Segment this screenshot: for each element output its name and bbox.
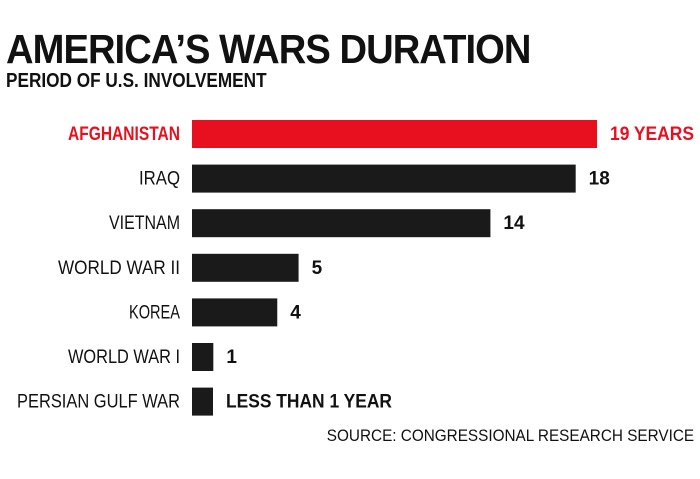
bar-iraq bbox=[192, 164, 576, 193]
bar-world-war-i bbox=[192, 343, 214, 371]
bar-korea bbox=[192, 298, 278, 327]
category-label-vietnam: VIETNAM bbox=[109, 213, 180, 234]
value-label-persian-gulf-war: LESS THAN 1 YEAR bbox=[226, 392, 392, 413]
category-label-afghanistan: AFGHANISTAN bbox=[68, 124, 180, 145]
category-label-iraq: IRAQ bbox=[139, 169, 180, 190]
category-label-persian-gulf-war: PERSIAN GULF WAR bbox=[17, 392, 180, 413]
bar-world-war-ii bbox=[192, 253, 299, 282]
value-label-iraq: 18 bbox=[589, 169, 610, 190]
bar-persian-gulf-war bbox=[192, 387, 213, 416]
source-note: SOURCE: CONGRESSIONAL RESEARCH SERVICE bbox=[326, 426, 694, 445]
value-label-world-war-i: 1 bbox=[226, 347, 237, 368]
category-label-world-war-ii: WORLD WAR II bbox=[58, 258, 180, 279]
value-label-world-war-ii: 5 bbox=[312, 258, 323, 279]
value-label-korea: 4 bbox=[290, 302, 301, 323]
chart-subtitle: PERIOD OF U.S. INVOLVEMENT bbox=[6, 70, 267, 92]
category-label-world-war-i: WORLD WAR I bbox=[68, 347, 180, 368]
value-label-vietnam: 14 bbox=[503, 213, 525, 234]
bar-vietnam bbox=[192, 209, 491, 238]
bar-afghanistan bbox=[192, 120, 597, 148]
category-label-korea: KOREA bbox=[129, 302, 180, 323]
chart-title: AMERICA’S WARS DURATION bbox=[6, 26, 531, 72]
value-label-afghanistan: 19 YEARS bbox=[610, 124, 694, 145]
